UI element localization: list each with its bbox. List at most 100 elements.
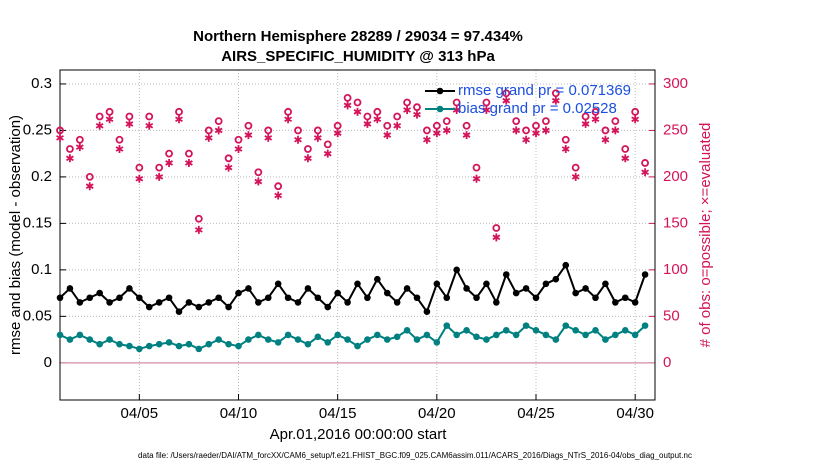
point (284, 107, 292, 116)
point (393, 112, 402, 121)
point (343, 101, 352, 110)
point (463, 285, 470, 292)
point (314, 294, 322, 302)
point (443, 322, 451, 329)
point (492, 224, 501, 232)
point (56, 294, 64, 302)
point (442, 117, 451, 126)
point (225, 303, 232, 311)
point (512, 331, 520, 339)
point (95, 112, 104, 121)
plot-frame (59, 69, 656, 401)
point (234, 135, 243, 144)
point (274, 280, 282, 288)
point (453, 266, 460, 274)
point (333, 121, 342, 130)
point (542, 280, 550, 288)
y-tick-label: 0.25 (23, 121, 52, 138)
x-tick-label: 04/25 (517, 405, 555, 422)
point (561, 135, 570, 144)
point (284, 331, 292, 339)
legend-label: bias grand pr = 0.02528 (458, 100, 617, 117)
point (205, 299, 213, 306)
point (502, 96, 511, 105)
point (214, 117, 223, 126)
point (155, 163, 164, 172)
point (145, 112, 154, 121)
point (254, 177, 263, 186)
point (532, 326, 540, 334)
point (571, 163, 580, 172)
point (254, 168, 263, 177)
y2-tick-label: 150 (663, 214, 688, 231)
point (105, 107, 114, 116)
point (185, 149, 193, 158)
point (364, 336, 371, 343)
point (194, 225, 203, 234)
point (165, 294, 173, 302)
point (185, 299, 193, 306)
point (175, 342, 183, 350)
point (591, 115, 600, 124)
point (264, 294, 272, 302)
point (344, 336, 351, 343)
point (284, 294, 292, 302)
point (363, 119, 372, 128)
point (502, 326, 510, 334)
point (433, 339, 441, 346)
point (235, 342, 242, 350)
point (204, 133, 213, 142)
point (106, 336, 113, 343)
point (462, 131, 471, 140)
point (96, 289, 103, 297)
point (224, 154, 233, 163)
point (552, 275, 560, 283)
point (185, 158, 193, 167)
point (105, 115, 114, 124)
point (353, 107, 362, 116)
point (165, 158, 173, 167)
y-tick-label: 0.2 (31, 168, 52, 185)
point (76, 299, 84, 306)
point (136, 345, 143, 353)
point (373, 115, 382, 124)
point (551, 89, 560, 98)
point (572, 289, 579, 297)
point (334, 289, 341, 297)
point (66, 285, 74, 292)
point (631, 107, 640, 116)
x-tick-label: 04/30 (616, 405, 654, 422)
point (294, 126, 302, 135)
point (582, 285, 589, 292)
point (592, 326, 599, 334)
point (86, 294, 94, 302)
point (432, 129, 441, 138)
point (403, 285, 411, 292)
point (126, 285, 133, 292)
point (75, 135, 84, 144)
point (175, 115, 183, 124)
point (364, 294, 371, 302)
point (294, 336, 302, 343)
point (66, 154, 74, 163)
point (463, 326, 470, 334)
point (602, 336, 609, 343)
y2-tick-label: 250 (663, 121, 688, 138)
point (175, 308, 183, 315)
point (462, 121, 471, 130)
point (204, 126, 213, 135)
point (602, 280, 609, 288)
point (294, 299, 302, 306)
point (334, 331, 341, 339)
y-tick-label: 0.3 (31, 75, 52, 92)
point (135, 163, 144, 172)
point (512, 289, 520, 297)
point (492, 233, 501, 242)
point (85, 182, 94, 191)
point (264, 336, 272, 343)
point (413, 103, 421, 112)
point (591, 107, 600, 116)
point (423, 308, 431, 315)
point (75, 143, 84, 152)
point (621, 154, 630, 163)
